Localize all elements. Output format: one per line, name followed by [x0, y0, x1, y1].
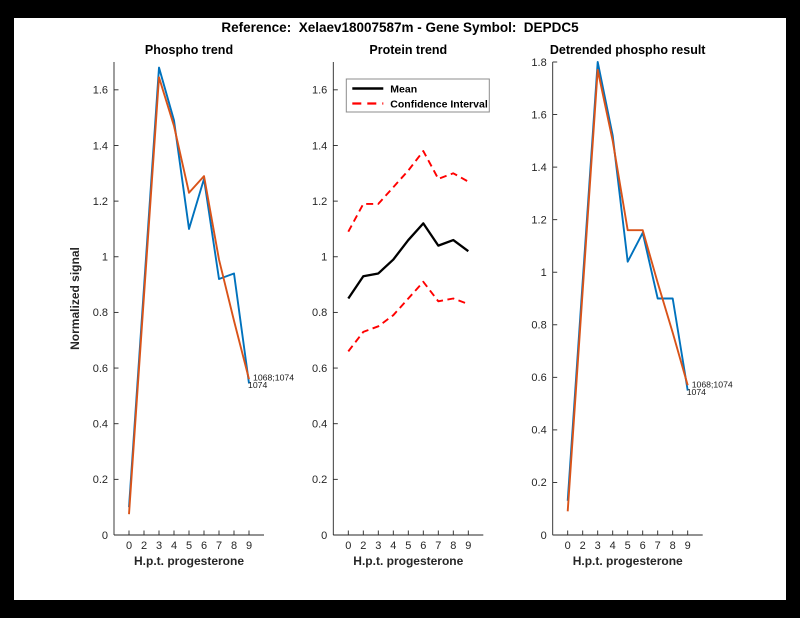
y-tick-label: 0.4: [531, 425, 546, 437]
legend-label-mean: Mean: [390, 83, 417, 95]
x-axis-label: H.p.t. progesterone: [353, 554, 463, 568]
y-axis: 0 0.2 0.4 0.6 0.8 1 1.2 1.4 1.6: [93, 85, 119, 542]
panel-title: Phospho trend: [145, 43, 233, 57]
x-tick-label: 6: [201, 540, 207, 552]
y-axis-label: Normalized signal: [68, 247, 82, 350]
legend-box: [345, 78, 490, 113]
panel-detrended-phospho-result: 00.20.40.60.811.21.41.61.80 2 3 4 5 6 7 8 9Detre…: [531, 43, 733, 568]
y-tick-label: 1.4: [93, 140, 108, 152]
figure-title: Reference: Xelaev18007587m - Gene Symbol…: [221, 20, 579, 35]
y-tick-label: 1.2: [531, 214, 546, 226]
y-tick-label: 0.2: [312, 474, 327, 486]
y-axis: 0 0.2 0.4 0.6 0.8 1 1.2 1.4 1.6 1.8: [531, 57, 558, 542]
x-tick-label: 5: [186, 540, 192, 552]
y-tick-label: 1.2: [312, 196, 327, 208]
series-phospho-site-1074: [128, 76, 250, 515]
x-tick-label: 3: [595, 540, 601, 552]
x-tick-label: 3: [156, 540, 162, 552]
x-tick-label: 4: [171, 540, 177, 552]
x-tick-label: 6: [420, 540, 426, 552]
y-tick-label: 0.2: [93, 474, 108, 486]
series-confidence-interval-upper: [347, 150, 469, 233]
y-tick-label: 0: [541, 530, 547, 542]
y-tick-label: 0.8: [531, 320, 546, 332]
legend: Mean Confidence Interval: [345, 78, 490, 113]
y-tick-label: 0.4: [93, 419, 108, 431]
y-tick-label: 1: [321, 252, 327, 264]
x-axis-label: H.p.t. progesterone: [573, 554, 683, 568]
legend-label-confidence-interval: Confidence Interval: [390, 98, 488, 110]
y-axis: 0 0.2 0.4 0.6 0.8 1 1.2 1.4 1.6: [312, 85, 338, 542]
y-tick-label: 0.8: [93, 307, 108, 319]
x-tick-label: 9: [246, 540, 252, 552]
x-tick-label: 0: [345, 540, 351, 552]
y-tick-label: 0.6: [312, 363, 327, 375]
x-tick-label: 4: [610, 540, 616, 552]
y-tick-label: 0.4: [312, 419, 327, 431]
y-tick-label: 1.2: [93, 196, 108, 208]
x-tick-label: 4: [390, 540, 396, 552]
annotation-1074: 1074: [687, 387, 706, 397]
x-tick-label: 2: [141, 540, 147, 552]
series-protein-mean: [347, 222, 469, 300]
panel-phospho-trend: 00.20.40.60.811.21.41.60 2 3 4 5 6 7 8 9Phospho …: [68, 43, 294, 568]
y-tick-label: 1: [541, 267, 547, 279]
x-tick-label: 2: [360, 540, 366, 552]
y-tick-label: 0.8: [312, 307, 327, 319]
x-tick-label: 0: [126, 540, 132, 552]
y-tick-label: 1.4: [312, 140, 327, 152]
y-tick-label: 1.6: [531, 109, 546, 121]
x-tick-label: 7: [655, 540, 661, 552]
x-tick-label: 9: [465, 540, 471, 552]
annotation-1068-1074: 1068;1074: [692, 379, 733, 389]
panel-title: Protein trend: [369, 43, 447, 57]
panel-title: Detrended phospho result: [550, 43, 706, 57]
y-tick-label: 1: [102, 252, 108, 264]
x-tick-label: 8: [670, 540, 676, 552]
series-detrended-site-1074: [566, 68, 689, 512]
y-tick-label: 1.6: [93, 85, 108, 97]
y-tick-label: 1.4: [531, 162, 546, 174]
annotation-1074: 1074: [248, 380, 267, 390]
x-axis-label: H.p.t. progesterone: [134, 554, 244, 568]
x-tick-label: 9: [685, 540, 691, 552]
x-tick-label: 5: [625, 540, 631, 552]
panel-protein-trend: 00.20.40.60.811.21.41.60 2 3 4 5 6 7 8 9Protein …: [312, 43, 490, 568]
x-tick-label: 8: [450, 540, 456, 552]
y-tick-label: 1.6: [312, 85, 327, 97]
x-tick-label: 5: [405, 540, 411, 552]
x-tick-label: 7: [435, 540, 441, 552]
x-tick-label: 8: [231, 540, 237, 552]
y-tick-label: 1.8: [531, 57, 546, 69]
y-tick-label: 0.6: [93, 363, 108, 375]
x-tick-label: 0: [565, 540, 571, 552]
series-confidence-interval-lower: [347, 280, 469, 352]
x-tick-label: 3: [375, 540, 381, 552]
x-tick-label: 7: [216, 540, 222, 552]
x-tick-label: 2: [580, 540, 586, 552]
annotation-1068-1074: 1068;1074: [253, 372, 294, 382]
y-tick-label: 0: [321, 530, 327, 542]
y-tick-label: 0: [102, 530, 108, 542]
y-tick-label: 0.6: [531, 372, 546, 384]
x-tick-label: 6: [640, 540, 646, 552]
y-tick-label: 0.2: [531, 477, 546, 489]
